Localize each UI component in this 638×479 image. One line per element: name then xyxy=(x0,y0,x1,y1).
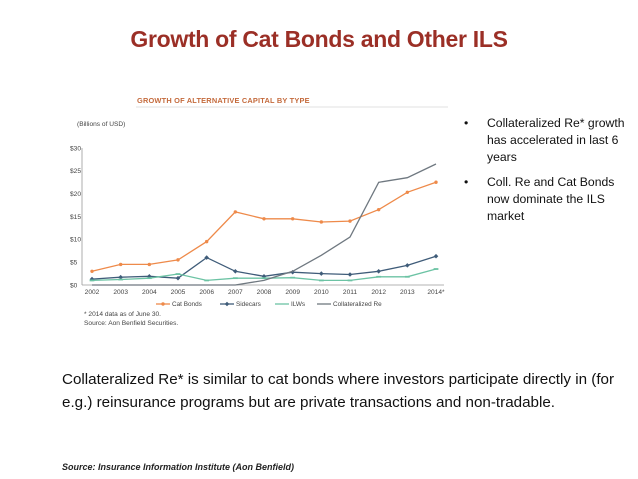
y-tick-label: $15 xyxy=(70,214,81,221)
x-tick-label: 2007 xyxy=(228,289,243,296)
x-tick-label: 2008 xyxy=(257,289,272,296)
legend-label: Cat Bonds xyxy=(172,301,202,308)
y-tick-label: $5 xyxy=(70,259,78,266)
source-note: Source: Insurance Information Institute … xyxy=(62,462,295,472)
y-axis-ticks: $0 $5 $10 $15 $20 $25 $30 xyxy=(70,145,81,289)
x-tick-label: 2009 xyxy=(285,289,300,296)
legend-label: Sidecars xyxy=(236,301,261,308)
data-point xyxy=(204,239,209,244)
data-point xyxy=(233,210,238,214)
chart-footnote-2: Source: Aon Benfield Securities. xyxy=(84,320,178,327)
x-tick-label: 2005 xyxy=(171,289,186,296)
data-point xyxy=(348,219,352,223)
data-point xyxy=(376,207,381,212)
x-tick-label: 2014* xyxy=(427,289,445,296)
series-line xyxy=(91,181,437,272)
y-tick-label: $30 xyxy=(70,145,81,152)
chart-title: GROWTH OF ALTERNATIVE CAPITAL BY TYPE xyxy=(137,96,310,105)
series-line xyxy=(92,163,437,286)
data-point xyxy=(147,274,152,279)
alternative-capital-chart: GROWTH OF ALTERNATIVE CAPITAL BY TYPE (B… xyxy=(70,96,448,327)
y-tick-label: $0 xyxy=(70,282,78,289)
y-tick-label: $25 xyxy=(70,168,81,175)
x-tick-label: 2010 xyxy=(314,289,329,296)
x-tick-label: 2004 xyxy=(142,289,157,296)
y-axis-label: (Billions of USD) xyxy=(77,121,125,128)
legend-label: Collateralized Re xyxy=(333,301,382,308)
y-tick-label: $10 xyxy=(70,237,81,244)
chart-footnote-1: * 2014 data as of June 30. xyxy=(84,311,161,318)
data-point xyxy=(176,258,180,262)
bullet-text: Collateralized Re* growth has accelerate… xyxy=(487,116,625,164)
data-point xyxy=(405,190,410,194)
data-point xyxy=(290,217,295,221)
data-point xyxy=(433,253,439,259)
data-point xyxy=(90,269,94,273)
bullet-dot: • xyxy=(464,116,469,130)
data-point xyxy=(204,255,209,260)
data-point xyxy=(89,276,95,282)
y-tick-label: $20 xyxy=(70,191,81,198)
data-point xyxy=(434,180,438,184)
data-point xyxy=(319,220,324,224)
body-text: Collateralized Re* is similar to cat bon… xyxy=(62,371,615,411)
x-tick-label: 2012 xyxy=(371,289,386,296)
legend-label: ILWs xyxy=(291,301,305,308)
data-point xyxy=(347,272,353,277)
x-tick-label: 2011 xyxy=(343,289,358,296)
data-point xyxy=(405,263,410,268)
data-point xyxy=(233,269,238,274)
data-point xyxy=(319,271,324,276)
bullet-list: • Collateralized Re* growth has accelera… xyxy=(462,115,634,233)
x-tick-label: 2013 xyxy=(400,289,415,296)
data-point xyxy=(262,217,266,221)
bullet-text: Coll. Re and Cat Bonds now dominate the … xyxy=(487,175,615,223)
legend-marker xyxy=(224,301,230,307)
x-tick-label: 2003 xyxy=(113,289,128,296)
data-point xyxy=(118,262,123,267)
bullet-item: • Collateralized Re* growth has accelera… xyxy=(462,115,634,166)
x-axis-ticks: 2002 2003 2004 2005 2006 2007 2008 2009 2010 2011… xyxy=(85,289,445,296)
slide-title: Growth of Cat Bonds and Other ILS xyxy=(130,26,508,52)
x-tick-label: 2006 xyxy=(199,289,214,296)
data-point xyxy=(290,269,295,275)
bullet-dot: • xyxy=(464,175,469,189)
data-point xyxy=(376,269,381,274)
legend-marker xyxy=(161,302,165,306)
series-lines xyxy=(89,163,439,286)
data-point xyxy=(118,274,123,280)
bullet-item: • Coll. Re and Cat Bonds now dominate th… xyxy=(462,174,634,225)
data-point xyxy=(147,262,152,267)
x-tick-label: 2002 xyxy=(85,289,100,296)
chart-legend: Cat Bonds Sidecars ILWs Collateralized Re xyxy=(156,301,382,308)
data-point xyxy=(175,275,181,281)
